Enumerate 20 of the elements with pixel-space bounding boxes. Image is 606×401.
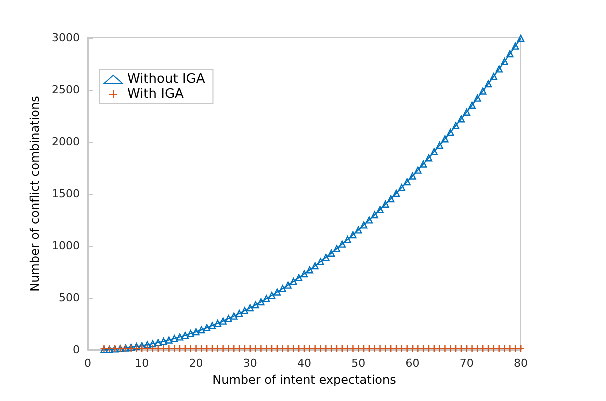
y-tick-label: 2000 [52,136,80,148]
y-tick-label: 500 [59,292,80,304]
y-axis-title: Number of conflict combinations [28,96,42,292]
y-tick-label: 3000 [52,32,80,44]
y-tick-label: 1000 [52,240,80,252]
x-tick-label: 30 [243,357,258,370]
x-tick-label: 0 [84,357,92,370]
x-tick-label: 20 [189,357,204,370]
x-tick-label: 10 [135,357,150,370]
x-tick-label: 60 [406,357,420,370]
legend-label: With IGA [128,87,184,102]
y-tick-label: 1500 [52,188,80,200]
x-tick-label: 50 [352,357,366,370]
x-tick-label: 40 [298,357,312,370]
y-tick-label: 0 [73,344,80,356]
y-tick-label: 2500 [52,84,80,96]
x-tick-label: 80 [514,357,528,370]
x-tick-label: 70 [460,357,474,370]
x-axis-title: Number of intent expectations [212,372,396,387]
legend-label: Without IGA [128,72,206,87]
